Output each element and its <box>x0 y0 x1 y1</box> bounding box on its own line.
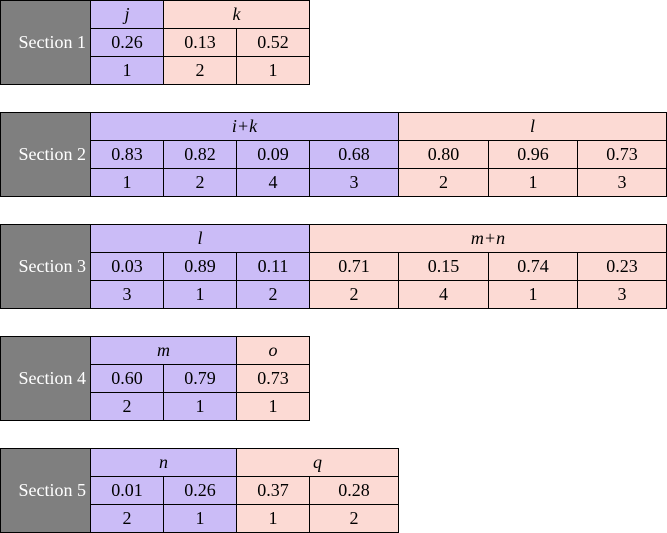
value-cell: 0.23 <box>577 252 667 281</box>
value-cell: 0.83 <box>90 140 164 169</box>
rank-cell: 3 <box>577 168 667 197</box>
group-header: i+k <box>90 112 399 141</box>
value-cell: 0.68 <box>309 140 399 169</box>
rank-cell: 1 <box>163 280 237 309</box>
group-header: k <box>163 0 310 29</box>
group-header: l <box>90 224 310 253</box>
group-header: l <box>398 112 667 141</box>
rank-cell: 1 <box>236 392 310 421</box>
value-cell: 0.03 <box>90 252 164 281</box>
group-header: j <box>90 0 164 29</box>
value-cell: 0.28 <box>309 476 399 505</box>
rank-cell: 3 <box>309 168 399 197</box>
value-cell: 0.73 <box>577 140 667 169</box>
value-cell: 0.71 <box>309 252 399 281</box>
rank-cell: 3 <box>90 280 164 309</box>
rank-cell: 1 <box>236 504 310 533</box>
rank-cell: 4 <box>398 280 489 309</box>
rank-cell: 2 <box>163 56 237 85</box>
group-header: q <box>236 448 399 477</box>
value-cell: 0.96 <box>488 140 578 169</box>
value-cell: 0.60 <box>90 364 164 393</box>
group-header: n <box>90 448 237 477</box>
rank-cell: 2 <box>398 168 489 197</box>
group-header: m <box>90 336 237 365</box>
value-cell: 0.82 <box>163 140 237 169</box>
value-cell: 0.73 <box>236 364 310 393</box>
value-cell: 0.01 <box>90 476 164 505</box>
rank-cell: 2 <box>163 168 237 197</box>
value-cell: 0.89 <box>163 252 237 281</box>
rank-cell: 1 <box>488 168 578 197</box>
value-cell: 0.26 <box>163 476 237 505</box>
rank-cell: 2 <box>90 504 164 533</box>
rank-cell: 1 <box>90 56 164 85</box>
value-cell: 0.74 <box>488 252 578 281</box>
rank-cell: 2 <box>309 280 399 309</box>
rank-cell: 2 <box>90 392 164 421</box>
section-label: Section 3 <box>0 224 91 309</box>
value-cell: 0.26 <box>90 28 164 57</box>
section-label: Section 2 <box>0 112 91 197</box>
rank-cell: 2 <box>309 504 399 533</box>
group-header: o <box>236 336 310 365</box>
rank-cell: 1 <box>163 504 237 533</box>
value-cell: 0.79 <box>163 364 237 393</box>
value-cell: 0.37 <box>236 476 310 505</box>
group-header: m+n <box>309 224 667 253</box>
section-label: Section 4 <box>0 336 91 421</box>
value-cell: 0.80 <box>398 140 489 169</box>
section-label: Section 5 <box>0 448 91 533</box>
value-cell: 0.11 <box>236 252 310 281</box>
section-label: Section 1 <box>0 0 91 85</box>
value-cell: 0.15 <box>398 252 489 281</box>
rank-cell: 3 <box>577 280 667 309</box>
rank-cell: 1 <box>90 168 164 197</box>
value-cell: 0.13 <box>163 28 237 57</box>
rank-cell: 2 <box>236 280 310 309</box>
rank-cell: 1 <box>488 280 578 309</box>
rank-cell: 1 <box>163 392 237 421</box>
rank-cell: 4 <box>236 168 310 197</box>
value-cell: 0.09 <box>236 140 310 169</box>
rank-cell: 1 <box>236 56 310 85</box>
value-cell: 0.52 <box>236 28 310 57</box>
